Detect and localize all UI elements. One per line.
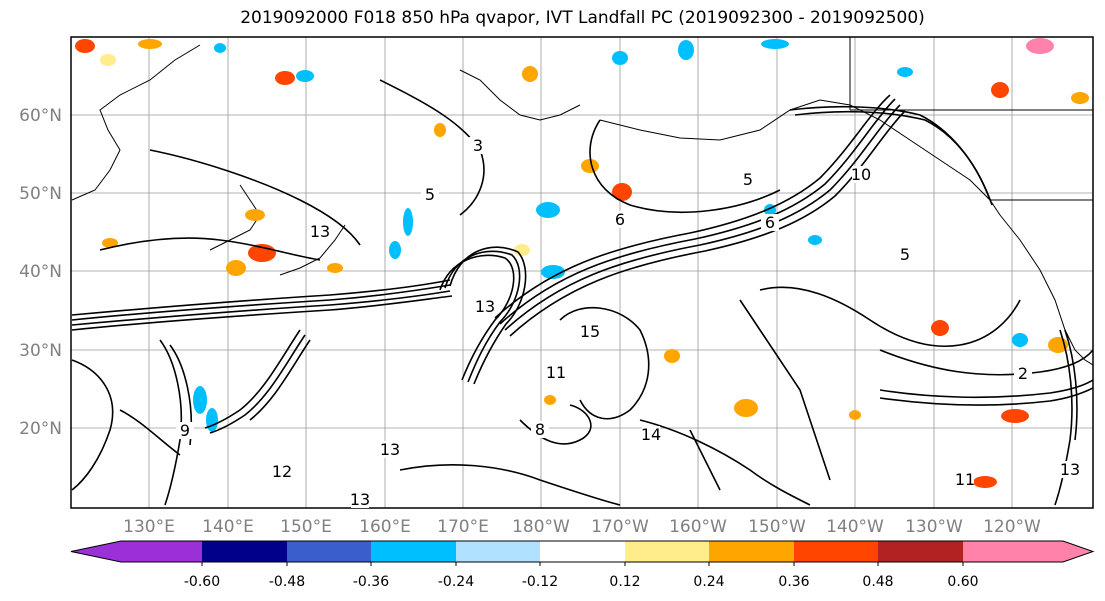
contour-label-bg [176,422,194,439]
colorbar-tick-label: -0.60 [184,574,220,590]
colorbar-tick-label: -0.12 [522,574,558,590]
colorbar-tick-label: 0.36 [778,574,809,590]
lon-label: 150°E [280,517,332,537]
map-panel [71,37,1093,508]
colorbar-swatch [625,541,709,562]
colorbar-tick-label: 0.12 [609,574,640,590]
lat-label: 60°N [19,106,62,126]
contour-label: 6 [765,213,775,232]
colorbar-tick-label: -0.48 [269,574,305,590]
colorbar [70,540,1095,563]
contour-label: 13 [350,490,370,509]
colorbar-tick-label: -0.36 [353,574,389,590]
contour-label-bg [739,171,757,188]
lat-label: 50°N [19,184,62,204]
contour-label-bg [381,441,399,458]
contour-label-bg [581,323,599,340]
contour-label: 5 [425,185,435,204]
colorbar-tick-label: 0.24 [693,574,724,590]
lon-label: 140°W [826,517,884,537]
lon-label: 170°E [437,517,489,537]
contour-label: 5 [743,170,753,189]
contour-label: 12 [272,462,292,481]
lon-label: 180°W [512,517,570,537]
contour-label: 15 [580,322,600,341]
colorbar-swatch [540,541,625,562]
contour-label-bg [896,246,914,263]
colorbar-swatch [287,541,371,562]
lon-label: 160°W [669,517,727,537]
colorbar-swatch [371,541,456,562]
qvapor-shading [75,38,1089,488]
contour-label: 13 [475,297,495,316]
colorbar-swatch [71,541,202,562]
contour-label-bg [1014,365,1032,382]
contour-label: 14 [641,425,661,444]
lon-label: 120°W [983,517,1041,537]
contour-label: 6 [615,210,625,229]
latitude-labels: 60°N 50°N 40°N 30°N 20°N [19,106,62,439]
lat-label: 40°N [19,262,62,282]
contour-label-bg [351,491,369,508]
contour-label-bg [476,298,494,315]
contour-label: 3 [473,136,483,155]
colorbar-swatch [202,541,287,562]
lon-label: 150°W [748,517,806,537]
contour-label-bg [956,471,974,488]
contour-label: 11 [955,470,975,489]
contour-label: 13 [310,222,330,241]
contour-label: 13 [380,440,400,459]
contour-label-bg [852,166,870,183]
lon-label: 130°E [123,517,175,537]
contour-label: 2 [1018,364,1028,383]
lon-label: 170°W [591,517,649,537]
map-title: 2019092000 F018 850 hPa qvapor, IVT Land… [240,8,925,28]
contour-label-bg [311,223,329,240]
contour-label-bg [421,186,439,203]
colorbar-tick-label: 0.60 [947,574,978,590]
contour-label: 11 [546,363,566,382]
colorbar-swatch [794,541,878,562]
contour-label-bg [761,214,779,231]
lon-label: 140°E [202,517,254,537]
contours [71,79,1093,506]
map-border [70,36,1094,509]
colorbar-outline [70,540,1095,563]
colorbar-swatch [456,541,540,562]
contour-label-bg [1061,461,1079,478]
lon-label: 160°E [359,517,411,537]
colorbar-tick-label: 0.48 [862,574,893,590]
contour-label: 10 [851,165,871,184]
lat-label: 20°N [19,419,62,439]
contour-label: 8 [535,420,545,439]
contour-label: 13 [1060,460,1080,479]
colorbar-tick-labels: -0.60 -0.48 -0.36 -0.24 -0.12 0.12 0.24 0.36 0.4… [184,562,979,590]
contour-label-bg [531,421,549,438]
contour-label-bg [547,364,565,381]
contour-label-bg [642,426,660,443]
contour-label: 5 [900,245,910,264]
colorbar-swatch [878,541,963,562]
lat-label: 30°N [19,341,62,361]
colorbar-tick-label: -0.24 [438,574,474,590]
lon-label: 130°W [905,517,963,537]
contour-labels: 5 6 3 13 15 11 14 12 10 9 8 2 13 13 13 5 13 11 6 5 [176,136,1080,509]
contour-label-bg [611,211,629,228]
contour-label: 9 [180,421,190,440]
colorbar-swatch [709,541,794,562]
colorbar-swatch [963,541,1093,562]
contour-label-bg [273,463,291,480]
longitude-labels: 130°E 140°E 150°E 160°E 170°E 180°W 170°W 160°W… [123,517,1041,537]
contour-label-bg [469,137,487,154]
